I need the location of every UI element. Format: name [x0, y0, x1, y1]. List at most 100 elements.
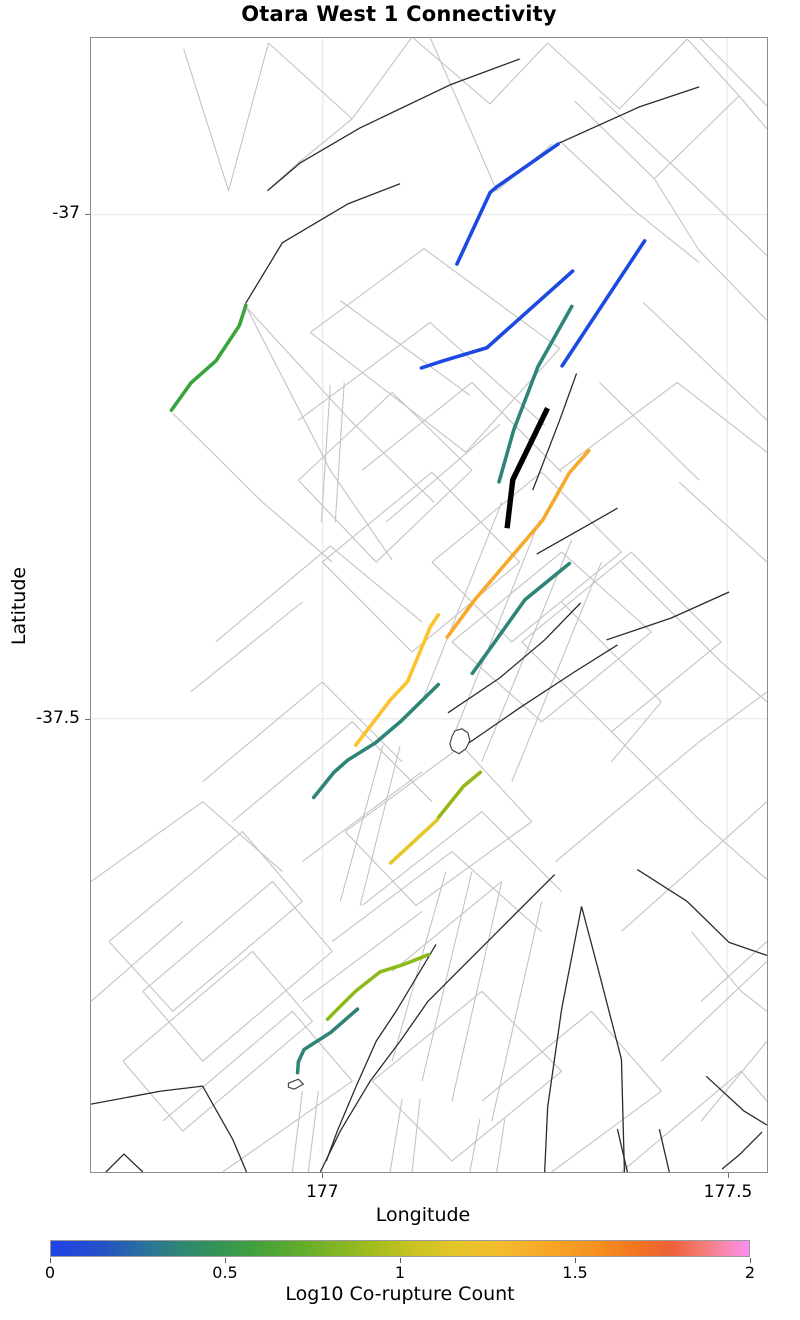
fault-trace-dark	[244, 183, 401, 304]
rupture-trace-teal-upper	[497, 304, 574, 484]
fault-polygon-outline	[215, 545, 423, 643]
subject-fault-trace-black	[504, 407, 550, 529]
fault-polygon-outline	[172, 412, 333, 563]
x-axis-label: Longitude	[375, 1204, 471, 1226]
fault-polygon-outline	[496, 1119, 506, 1172]
rupture-trace-blue-central	[419, 269, 575, 370]
fault-polygon-outline	[142, 880, 333, 1062]
chart-title: Otara West 1 Connectivity	[241, 2, 557, 26]
fault-polygon-outline	[122, 950, 313, 1132]
axis-tick-mark	[85, 719, 90, 720]
fault-polygon-outline	[421, 871, 473, 1082]
fault-polygon-outline	[339, 300, 471, 396]
fault-polygon-outline	[297, 391, 473, 563]
fault-trace-dark	[637, 868, 767, 956]
fault-polygon-outline	[411, 1099, 421, 1172]
y-tick-label-1: -37.5	[36, 708, 80, 729]
fault-trace-dark	[319, 874, 556, 1172]
fault-polygon-outline	[361, 811, 562, 906]
fault-polygon-outline	[451, 551, 652, 723]
fault-polygon-outline	[389, 1099, 403, 1172]
fault-trace-dark	[105, 1153, 144, 1172]
colorbar-tick-mark	[50, 1258, 51, 1263]
fault-polygon-outline	[310, 248, 561, 453]
fault-trace-dark	[267, 58, 520, 192]
fault-polygon-outline	[91, 801, 283, 882]
lake-outline	[449, 728, 471, 755]
x-tick-label-1: 177.5	[703, 1182, 753, 1202]
fault-polygon-outline	[391, 881, 503, 972]
colorbar-tick-mark	[400, 1258, 401, 1263]
fault-polygon-outline	[686, 38, 767, 130]
fault-trace-dark	[580, 906, 626, 1172]
fault-polygon-outline	[331, 851, 543, 942]
fault-polygon-outline	[421, 501, 503, 703]
rupture-trace-chartreuse-mid	[436, 770, 483, 820]
fault-trace-dark	[721, 1131, 763, 1170]
fault-polygon-outline	[511, 561, 602, 782]
fault-polygon-outline	[246, 307, 435, 503]
fault-polygon-outline	[469, 1118, 481, 1172]
fault-polygon-outline	[108, 831, 303, 1012]
fault-trace-dark	[606, 591, 730, 641]
rupture-trace-teal-mid	[470, 561, 572, 676]
fault-polygon-outline	[555, 691, 767, 862]
colorbar-tick-0: 0	[44, 1263, 56, 1282]
fault-polygon-outline	[599, 382, 700, 481]
fault-polygon-outline	[660, 960, 767, 1062]
fault-polygon-outline	[547, 38, 688, 110]
fault-polygon-outline	[678, 481, 767, 563]
fault-polygon-outline	[561, 601, 662, 763]
colorbar-tick-3: 1.5	[562, 1263, 588, 1282]
colorbar-tick-4: 2	[744, 1263, 756, 1282]
fault-polygon-outline	[298, 321, 546, 426]
fault-trace-dark	[557, 86, 700, 145]
x-tick-label-0: 177	[306, 1182, 339, 1202]
fault-trace-dark	[532, 373, 578, 491]
fault-polygon-outline	[385, 423, 501, 523]
fault-polygon-outline	[183, 42, 270, 192]
fault-polygon-outline	[491, 901, 543, 1122]
fault-polygon-outline	[559, 140, 700, 264]
fault-trace-dark	[91, 1085, 248, 1172]
fault-trace-dark	[447, 602, 582, 714]
rupture-trace-yellow-central	[354, 613, 441, 747]
rupture-trace-chartreuse-south	[325, 952, 431, 1022]
fault-polygon-outline	[621, 801, 767, 932]
colorbar-label: Log10 Co-rupture Count	[285, 1283, 515, 1305]
colorbar-tick-1: 0.5	[212, 1263, 238, 1282]
axis-tick-mark	[322, 1173, 323, 1178]
fault-polygon-outline	[599, 96, 767, 257]
fault-polygon-outline	[451, 519, 541, 740]
rupture-trace-amber-long	[445, 448, 591, 639]
rupture-trace-teal-lower	[311, 682, 441, 800]
fault-polygon-outline	[302, 771, 423, 862]
fault-polygon-outline	[642, 302, 767, 421]
fault-polygon-outline	[481, 1010, 662, 1172]
fault-polygon-outline	[339, 744, 384, 902]
fault-polygon-outline	[344, 745, 533, 907]
fault-polygon-outline	[621, 561, 767, 703]
islet-outline	[287, 1078, 304, 1090]
fault-polygon-outline	[621, 1070, 767, 1172]
axis-tick-mark	[728, 1173, 729, 1178]
fault-polygon-outline	[359, 745, 401, 906]
colorbar-tick-mark	[750, 1258, 751, 1263]
fault-polygon-outline	[302, 911, 423, 1002]
fault-polygon-outline	[291, 1091, 303, 1172]
fault-polygon-outline	[559, 381, 767, 471]
colorbar-tick-mark	[225, 1258, 226, 1263]
fault-polygon-outline	[246, 307, 393, 561]
rupture-trace-green-west	[169, 303, 248, 413]
fault-polygon-outline	[700, 1040, 767, 1122]
rupture-trace-blue-north	[455, 142, 560, 266]
fault-polygon-outline	[412, 38, 549, 105]
fault-trace-dark	[544, 906, 583, 1172]
fault-polygon-outline	[481, 539, 573, 762]
fault-polygon-outline	[451, 881, 503, 1102]
fault-polygon-outline	[202, 681, 403, 783]
colorbar-tick-mark	[575, 1258, 576, 1263]
y-axis-label: Latitude	[8, 566, 30, 646]
fault-polygon-outline	[91, 921, 184, 1002]
